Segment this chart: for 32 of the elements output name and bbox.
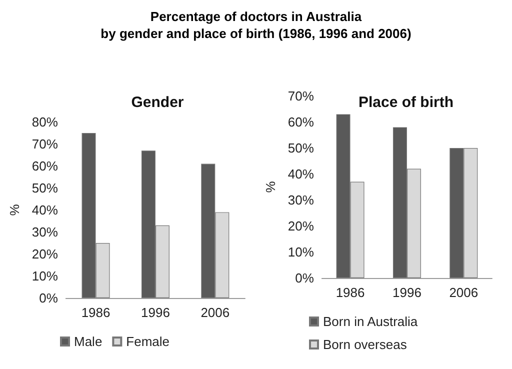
x-tick-label: 1986 xyxy=(336,285,365,300)
y-tick-label: 70% xyxy=(288,88,314,104)
chart-title: Place of birth xyxy=(358,94,454,111)
y-tick-label: 70% xyxy=(32,136,58,152)
y-axis-title: % xyxy=(7,204,22,216)
y-tick-label: 10% xyxy=(32,268,58,284)
x-tick-label: 2006 xyxy=(200,305,230,320)
y-tick-label: 50% xyxy=(32,180,58,196)
chart-title: Percentage of doctors in Australia by gender and place of birth (1986, 1996 and 2006) xyxy=(100,8,412,42)
y-tick-label: 20% xyxy=(288,218,314,234)
legend-label: Born overseas xyxy=(323,337,408,352)
y-tick-label: 10% xyxy=(288,244,314,260)
y-tick-label: 0% xyxy=(39,290,58,306)
y-tick-label: 80% xyxy=(32,114,58,130)
y-axis-title: % xyxy=(263,180,278,193)
y-tick-label: 0% xyxy=(295,270,314,286)
x-tick-label: 1996 xyxy=(392,285,422,300)
y-tick-label: 40% xyxy=(32,202,58,218)
x-tick-label: 1996 xyxy=(141,305,170,320)
legend-label: Born in Australia xyxy=(323,314,418,329)
y-tick-label: 30% xyxy=(32,224,58,240)
y-tick-label: 30% xyxy=(288,192,314,208)
y-tick-label: 60% xyxy=(32,158,58,174)
y-tick-label: 50% xyxy=(288,140,314,156)
y-tick-label: 60% xyxy=(288,114,314,130)
x-tick-label: 1986 xyxy=(81,305,110,320)
legend-label: Female xyxy=(126,334,170,349)
y-tick-label: 40% xyxy=(288,166,314,182)
x-tick-label: 2006 xyxy=(449,285,478,300)
chart-subtitle: Gender xyxy=(131,94,184,111)
legend-label: Male xyxy=(74,334,102,349)
y-tick-label: 20% xyxy=(32,246,58,262)
